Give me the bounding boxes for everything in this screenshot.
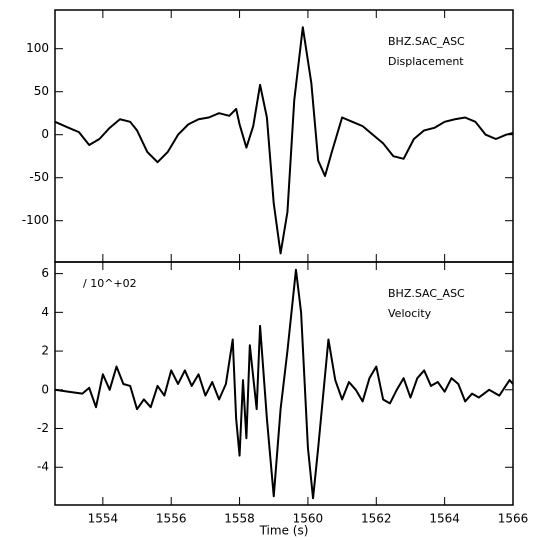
annotation: BHZ.SAC_ASC [388, 35, 465, 48]
x-tick-label: 1558 [224, 512, 255, 526]
x-tick-label: 1562 [361, 512, 392, 526]
waveform [54, 26, 514, 255]
annotation: Velocity [388, 307, 432, 320]
x-tick-label: 1556 [156, 512, 187, 526]
scale-note: / 10^+02 [83, 277, 137, 290]
y-tick-label: 100 [26, 41, 49, 55]
x-tick-label: 1554 [88, 512, 119, 526]
annotation: Displacement [388, 55, 464, 68]
x-tick-label: 1566 [498, 512, 529, 526]
y-tick-label: 6 [41, 266, 49, 280]
x-tick-label: 1560 [293, 512, 324, 526]
x-tick-label: 1564 [429, 512, 460, 526]
plot-frame [54, 261, 514, 506]
y-tick-label: 0 [41, 382, 49, 396]
x-axis-label: Time (s) [259, 524, 309, 538]
y-tick-label: -100 [22, 213, 49, 227]
y-tick-label: -2 [37, 421, 49, 435]
y-tick-label: 2 [41, 344, 49, 358]
y-tick-label: -4 [37, 460, 49, 474]
y-tick-label: 4 [41, 305, 49, 319]
y-tick-label: -50 [29, 170, 49, 184]
y-tick-label: 0 [41, 127, 49, 141]
y-tick-label: 50 [34, 84, 49, 98]
annotation: BHZ.SAC_ASC [388, 287, 465, 300]
waveform [54, 268, 514, 500]
